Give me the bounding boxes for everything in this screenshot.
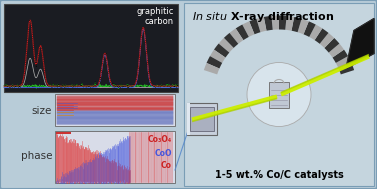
Polygon shape: [291, 17, 302, 32]
Polygon shape: [320, 33, 334, 48]
Polygon shape: [324, 38, 339, 53]
Polygon shape: [339, 63, 354, 74]
Polygon shape: [271, 15, 279, 30]
Polygon shape: [309, 25, 322, 40]
Bar: [269, 81, 289, 108]
Polygon shape: [249, 19, 261, 34]
Bar: [55, 131, 175, 183]
Text: CoO: CoO: [155, 149, 172, 158]
Bar: [184, 3, 374, 186]
Polygon shape: [264, 16, 273, 31]
Text: Co: Co: [161, 161, 172, 170]
Polygon shape: [315, 28, 328, 44]
Polygon shape: [210, 50, 225, 63]
Bar: [187, 102, 217, 135]
Polygon shape: [256, 17, 267, 32]
Polygon shape: [279, 15, 287, 30]
Text: graphitic
carbon: graphitic carbon: [136, 7, 174, 26]
Polygon shape: [285, 16, 294, 31]
Text: Co₃O₄: Co₃O₄: [148, 135, 172, 144]
Polygon shape: [207, 56, 222, 69]
Bar: [55, 94, 175, 126]
Text: $\it{In\ situ}$ X-ray diffraction: $\it{In\ situ}$ X-ray diffraction: [192, 10, 334, 24]
Circle shape: [247, 63, 311, 126]
Bar: [56, 132, 71, 134]
Polygon shape: [214, 43, 229, 58]
Bar: [3, 3, 183, 186]
Polygon shape: [224, 33, 238, 48]
Polygon shape: [336, 56, 351, 69]
Polygon shape: [346, 19, 374, 68]
Polygon shape: [329, 43, 344, 58]
Polygon shape: [230, 28, 244, 44]
Polygon shape: [303, 21, 316, 37]
Text: size: size: [32, 106, 52, 116]
Bar: [187, 102, 190, 135]
Text: 1-5 wt.% Co/C catalysts: 1-5 wt.% Co/C catalysts: [215, 170, 343, 180]
Bar: [190, 106, 214, 130]
Polygon shape: [236, 25, 249, 40]
Polygon shape: [204, 63, 219, 74]
Bar: [4, 4, 178, 92]
Polygon shape: [297, 19, 309, 34]
Text: phase: phase: [20, 151, 52, 161]
Polygon shape: [333, 50, 348, 63]
Polygon shape: [219, 38, 234, 53]
Polygon shape: [242, 21, 254, 37]
